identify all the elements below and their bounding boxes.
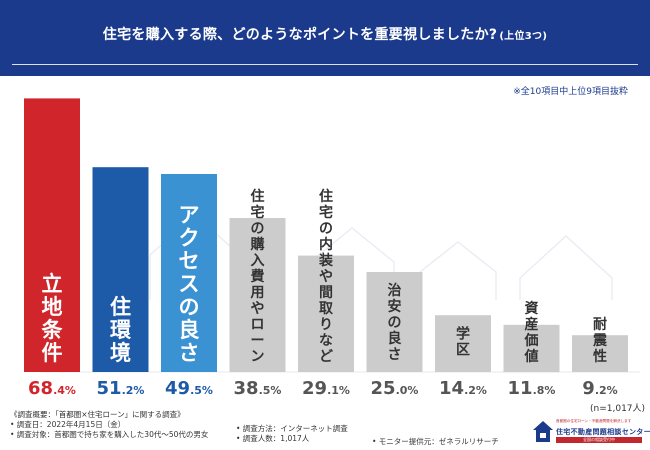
bar-8	[503, 324, 560, 372]
bar-9	[572, 335, 628, 372]
value-label-8: 11.8%	[508, 378, 556, 399]
value-label-6: 25.0%	[371, 378, 419, 399]
survey-target: • 調査対象：首都圏で持ち家を購入した30代〜50代の男女	[10, 430, 209, 439]
value-label-1: 68.4%	[28, 378, 76, 399]
category-label-4: 住宅の購入費用やローン	[250, 188, 265, 365]
survey-date: • 調査日：2022年4月15日（金）	[10, 420, 126, 429]
bars-group	[24, 98, 628, 373]
survey-title: 《調査概要：「首都圏×住宅ローン」に関する調査》	[10, 410, 185, 419]
survey-count: • 調査人数：1,017人	[236, 434, 310, 443]
bar-1	[24, 98, 80, 373]
sample-size-note: (n=1,017人)	[590, 404, 646, 414]
bar-4	[229, 218, 286, 372]
survey-method: • 調査方法：インターネット調査	[236, 424, 348, 433]
survey-details: • 調査方法：インターネット調査 • 調査人数：1,017人	[236, 424, 348, 444]
value-label-4: 38.5%	[234, 378, 282, 399]
logo-name: 住宅不動産問題相談センター	[556, 428, 650, 436]
survey-overview: 《調査概要：「首都圏×住宅ローン」に関する調査》 • 調査日：2022年4月15…	[10, 410, 208, 440]
excerpt-note: ※全10項目中上位9項目抜粋	[513, 87, 628, 97]
value-labels-group: 68.4% 51.2% 49.5% 38.5% 29.1% 25.0% 14.2% 11.8%…	[28, 378, 618, 399]
bar-3	[161, 174, 217, 372]
value-label-3: 49.5%	[165, 378, 213, 399]
bar-2	[92, 167, 149, 372]
bar-7	[435, 315, 491, 372]
chart-title-text: 住宅を購入する際、どのようなポイントを重要視しましたか?	[102, 27, 498, 43]
header-banner	[0, 0, 650, 76]
category-label-3: アクセスの良さ	[179, 203, 200, 365]
center-logo: 首都圏の住宅ローン・不動産問題を解決します 住宅不動産問題相談センター 全国の相…	[532, 418, 650, 444]
chart-title-suffix: (上位3つ)	[499, 30, 548, 42]
category-label-9: 耐震性	[592, 316, 608, 365]
logo-tagline: 首都圏の住宅ローン・不動産問題を解決します	[556, 419, 632, 423]
chart-title: 住宅を購入する際、どのようなポイントを重要視しましたか? (上位3つ)	[0, 0, 650, 68]
value-label-9: 9.2%	[582, 378, 617, 399]
logo-bar: 全国の相談受付中	[556, 437, 642, 443]
title-divider	[12, 64, 638, 65]
category-label-1: 立地条件	[42, 272, 64, 365]
category-label-2: 住環境	[110, 295, 132, 365]
category-label-5: 住宅の内装や間取りなど	[318, 188, 334, 365]
value-label-7: 14.2%	[439, 378, 487, 399]
bar-6	[366, 272, 423, 372]
category-labels-group: 立地条件 住環境 アクセスの良さ 住宅の購入費用やローン 住宅の内装や間取りなど治安の良…	[42, 188, 609, 365]
value-label-5: 29.1%	[302, 378, 350, 399]
bar-5	[298, 255, 354, 372]
monitor-provider: • モニター提供元：ゼネラルリサーチ	[372, 437, 499, 446]
house-logo-icon	[533, 421, 553, 442]
value-label-2: 51.2%	[97, 378, 145, 399]
category-label-8: 資産価値	[524, 300, 539, 365]
category-label-6: 治安の良さ	[388, 282, 402, 363]
category-label-7: 学区	[456, 325, 470, 358]
